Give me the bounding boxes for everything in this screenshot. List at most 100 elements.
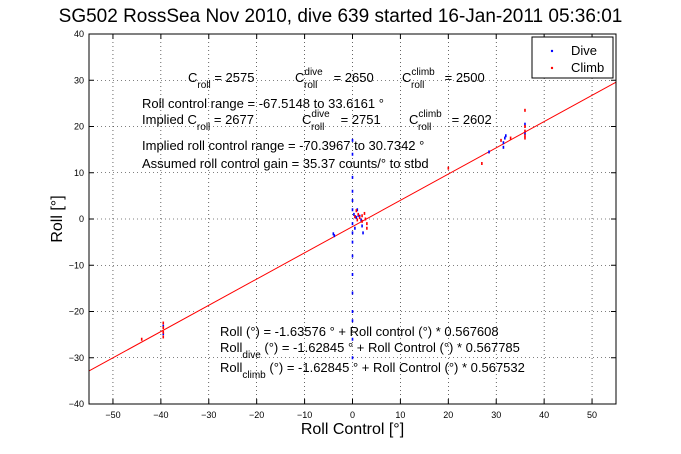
annotation-c-roll: Croll = 2575 [188,70,254,91]
data-point-dive [351,208,354,212]
fit-line [88,81,617,372]
data-point-dive [351,152,354,156]
data-point-dive [351,189,354,193]
data-point-dive [524,122,526,126]
data-point-climb [358,216,361,220]
data-point-climb [524,129,526,133]
data-point-climb [366,222,368,226]
data-point-dive [351,222,354,226]
data-point-dive [524,131,526,135]
data-point-dive [362,231,364,235]
y-tick-label: 0 [79,214,84,224]
y-tick-label: −10 [69,260,84,270]
data-point-dive [351,231,354,235]
data-point-climb [361,214,363,218]
legend-marker-dive [550,49,554,53]
x-tick-label: −50 [105,410,120,420]
x-tick-label: 50 [587,410,597,420]
annotation-c-roll-dive: Cdive roll = 2650 [295,67,374,91]
annotation-fit-dive: Rolldive (°) = -1.62845 ° + Roll Control… [220,340,520,361]
data-point-climb [140,337,143,341]
y-tick-label: 30 [74,75,84,85]
data-point-climb [524,136,526,140]
x-tick-label: 0 [350,410,355,420]
y-tick-label: −40 [69,399,84,409]
annotation-gain: Assumed roll control gain = 35.37 counts… [142,156,429,171]
y-tick-label: 40 [74,29,84,39]
x-axis-label: Roll Control [°] [301,421,404,438]
data-point-dive [354,226,356,230]
data-point-dive [332,232,335,236]
annotation-implied-c-dive: Cdive roll = 2751 [302,109,381,133]
data-point-dive [502,141,505,145]
legend-label-climb: Climb [571,60,604,75]
legend-item-dive: Dive [550,43,597,58]
legend-box [531,36,614,79]
data-point-dive [356,208,359,212]
y-tick-label: −30 [69,353,84,363]
data-point-dive [351,319,354,323]
data-point-climb [356,218,359,222]
data-point-climb [162,335,165,339]
data-point-dive [351,356,354,360]
data-point-dive [351,240,354,244]
data-point-climb [524,125,526,128]
data-point-dive [351,138,354,142]
fit-line-layer [88,81,617,372]
data-point-dive [351,337,354,341]
x-tick-label: 30 [491,410,501,420]
data-point-dive [505,134,507,138]
data-point-dive [504,136,506,140]
x-tick-label: −10 [297,410,312,420]
data-point-climb [524,134,526,138]
annotation-implied-c-climb: Cclimb roll = 2602 [409,109,492,133]
data-point-climb [162,326,165,330]
data-point-climb [162,321,165,325]
data-point-dive [351,175,354,179]
legend: Dive Climb [531,36,614,79]
data-point-dive [361,224,363,228]
annotation-fit-all: Roll (°) = -1.63576 ° + Roll control (°)… [220,324,499,339]
data-point-dive [355,216,358,220]
annotation-implied-c-roll: Implied Croll = 2677 [142,112,254,133]
data-point-climb [481,162,483,165]
data-point-dive [351,310,354,313]
y-axis-label: Roll [°] [49,195,66,242]
data-point-climb [355,209,358,213]
chart-title: SG502 RossSea Nov 2010, dive 639 started… [58,6,623,27]
annotation-roll-control-range: Roll control range = -67.5148 to 33.6161… [142,96,384,111]
annotation-fit-climb: Rollclimb (°) = -1.62845 ° + Roll Contro… [220,360,525,381]
data-point-climb [366,226,368,230]
x-tick-label: 10 [395,410,405,420]
ticks-layer: −50 −40 −30 −20 −10 0 10 20 30 40 50 −40 −30 −20 −10 0 1… [69,29,616,420]
data-point-climb [500,138,502,142]
legend-label-dive: Dive [571,43,597,58]
data-point-dive [353,212,355,216]
data-point-dive [360,218,362,222]
annotations: Croll = 2575 Cdive roll = 2650 Cclimb roll… [142,67,525,381]
data-point-climb [361,219,363,223]
y-tick-label: 20 [74,122,84,132]
data-point-climb [364,217,367,221]
data-point-climb [162,330,165,334]
y-tick-label: 10 [74,168,84,178]
points-layer [140,108,526,360]
annotation-implied-range: Implied roll control range = -70.3967 to… [142,138,424,153]
x-tick-label: −20 [249,410,264,420]
x-tick-label: 40 [539,410,549,420]
data-point-dive [351,254,354,258]
data-point-climb [363,211,366,215]
x-tick-label: 20 [443,410,453,420]
data-point-climb [354,215,356,219]
data-point-dive [333,234,336,238]
data-point-dive [351,199,354,202]
data-point-climb [524,108,526,112]
series-climb [140,108,526,341]
data-point-dive [351,273,354,276]
y-tick-label: −20 [69,307,84,317]
data-point-climb [447,166,450,170]
data-point-climb [357,212,360,216]
annotation-c-roll-climb: Cclimb roll = 2500 [402,67,485,91]
